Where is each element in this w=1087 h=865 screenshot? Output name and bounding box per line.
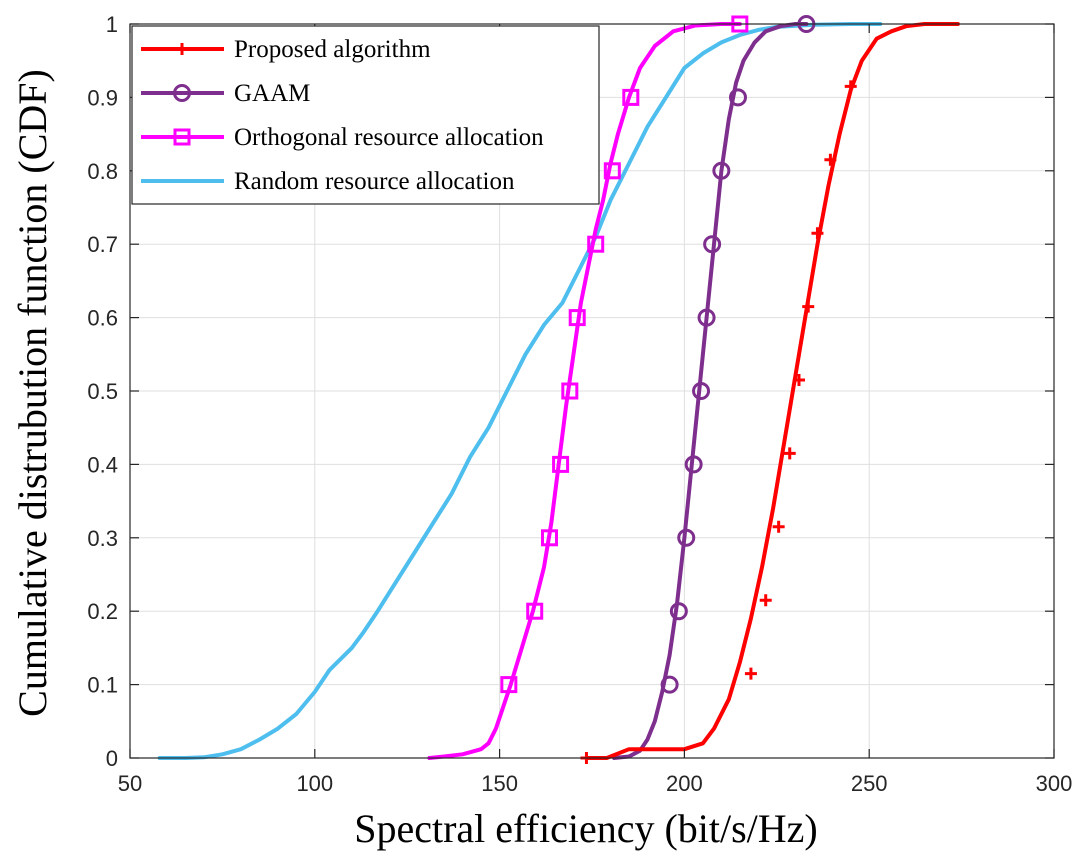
series-1-point bbox=[669, 602, 688, 621]
y-tick-label: 0.3 bbox=[87, 526, 118, 551]
series-2-point bbox=[526, 602, 544, 620]
series-2-point bbox=[603, 162, 621, 180]
series-1-point bbox=[697, 308, 716, 327]
series-0-point bbox=[802, 300, 815, 313]
series-0-point bbox=[783, 447, 796, 460]
y-axis-ticks: 0 0.1 0.2 0.3 0.4 0.5 0.6 0.7 0.8 0.9 1 bbox=[87, 12, 1054, 771]
series-line-3 bbox=[157, 22, 883, 760]
x-tick-label: 100 bbox=[296, 771, 333, 796]
y-tick-label: 0.8 bbox=[87, 159, 118, 184]
series-0-point bbox=[759, 594, 772, 607]
y-tick-label: 0.9 bbox=[87, 85, 118, 110]
x-tick-label: 150 bbox=[481, 771, 518, 796]
series-2-point bbox=[540, 529, 558, 547]
series-line-0 bbox=[584, 22, 960, 760]
legend-box bbox=[131, 25, 600, 205]
legend-label-1: GAAM bbox=[234, 80, 310, 107]
legend-marker-0 bbox=[176, 43, 188, 55]
legend-label-0: Proposed algorithm bbox=[234, 36, 431, 63]
legend: Proposed algorithm GAAM Orthogonal resourc… bbox=[131, 25, 600, 205]
legend-marker-1 bbox=[173, 84, 191, 102]
series-0-point bbox=[772, 520, 785, 533]
legend-marker-2 bbox=[173, 128, 191, 146]
y-tick-label: 0.2 bbox=[87, 599, 118, 624]
series-1-point bbox=[684, 455, 703, 474]
series-2-point bbox=[500, 676, 518, 694]
series-markers bbox=[500, 15, 857, 764]
x-tick-label: 300 bbox=[1036, 771, 1073, 796]
x-tick-label: 50 bbox=[118, 771, 142, 796]
y-tick-label: 0 bbox=[106, 746, 118, 771]
y-tick-label: 0.7 bbox=[87, 232, 118, 257]
series-0-point bbox=[824, 153, 837, 166]
x-axis-title: Spectral efficiency (bit/s/Hz) bbox=[354, 806, 818, 851]
series-1-point bbox=[660, 675, 679, 694]
x-tick-label: 250 bbox=[851, 771, 888, 796]
series-line-1 bbox=[612, 22, 809, 760]
series-2-point bbox=[568, 309, 586, 327]
series-1-point bbox=[712, 161, 731, 180]
series-lines bbox=[157, 22, 960, 760]
series-2-point bbox=[561, 382, 579, 400]
y-axis-title: Cumulative distrubution function (CDF) bbox=[10, 69, 55, 717]
series-0-point bbox=[811, 227, 824, 240]
series-0-point bbox=[792, 373, 805, 386]
series-1-point bbox=[703, 235, 722, 254]
y-tick-label: 0.5 bbox=[87, 379, 118, 404]
y-tick-label: 0.4 bbox=[87, 452, 118, 477]
y-tick-label: 1 bbox=[106, 12, 118, 37]
series-1-point bbox=[692, 382, 711, 400]
series-line-2 bbox=[427, 22, 742, 760]
series-1-point bbox=[677, 528, 696, 547]
series-0-point bbox=[844, 80, 857, 93]
series-2-point bbox=[587, 235, 605, 253]
series-0-point bbox=[744, 667, 757, 680]
series-1-point bbox=[728, 88, 747, 107]
legend-label-3: Random resource allocation bbox=[234, 168, 515, 195]
x-tick-label: 200 bbox=[666, 771, 703, 796]
series-2-point bbox=[552, 455, 570, 473]
y-tick-label: 0.6 bbox=[87, 306, 118, 331]
legend-label-2: Orthogonal resource allocation bbox=[234, 124, 544, 151]
series-2-point bbox=[622, 88, 640, 106]
y-tick-label: 0.1 bbox=[87, 673, 118, 698]
